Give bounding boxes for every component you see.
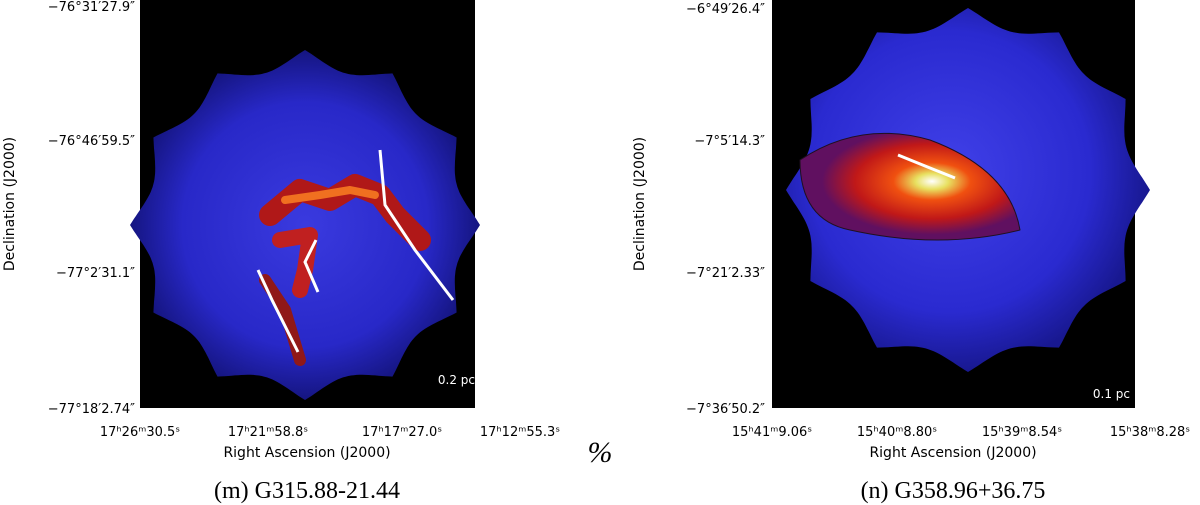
x-tick-label: 15ʰ41ᵐ9.06ˢ xyxy=(732,425,812,440)
x-tick-label: 17ʰ12ᵐ55.3ˢ xyxy=(480,425,560,440)
x-tick-label: 15ʰ38ᵐ8.28ˢ xyxy=(1110,425,1190,440)
scale-bar-label: 0.1 pc xyxy=(1093,387,1130,401)
caption: (n) G358.96+36.75 xyxy=(861,478,1046,504)
emission-map xyxy=(130,50,480,400)
x-tick-label: 17ʰ17ᵐ27.0ˢ xyxy=(362,425,442,440)
y-tick-label: −7°5′14.3″ xyxy=(694,134,765,149)
x-tick-label: 15ʰ39ᵐ8.54ˢ xyxy=(982,425,1062,440)
x-axis-label: Right Ascension (J2000) xyxy=(223,445,390,461)
y-tick-label: −7°21′2.33″ xyxy=(686,266,765,281)
y-tick-label: −76°31′27.9″ xyxy=(48,0,135,15)
stray-mark: % xyxy=(588,436,613,469)
caption: (m) G315.88-21.44 xyxy=(214,478,400,504)
y-axis-label: Declination (J2000) xyxy=(632,137,648,271)
y-tick-label: −77°18′2.74″ xyxy=(48,402,135,417)
filament-emission xyxy=(259,132,1021,366)
filament-spine xyxy=(256,149,956,353)
y-tick-label: −6°49′26.4″ xyxy=(686,2,765,17)
y-tick-label: −77°2′31.1″ xyxy=(56,266,135,281)
x-tick-label: 17ʰ21ᵐ58.8ˢ xyxy=(228,425,308,440)
scale-bar-label: 0.2 pc xyxy=(438,373,475,387)
x-tick-label: 17ʰ26ᵐ30.5ˢ xyxy=(100,425,180,440)
y-tick-label: −7°36′50.2″ xyxy=(686,402,765,417)
x-axis-label: Right Ascension (J2000) xyxy=(869,445,1036,461)
y-tick-label: −76°46′59.5″ xyxy=(48,134,135,149)
y-axis-label: Declination (J2000) xyxy=(2,137,18,271)
x-tick-label: 15ʰ40ᵐ8.80ˢ xyxy=(857,425,937,440)
